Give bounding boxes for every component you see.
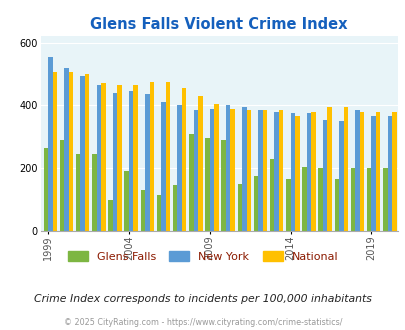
Bar: [306, 113, 311, 231]
Bar: [375, 112, 379, 231]
Bar: [294, 116, 299, 231]
Bar: [64, 68, 68, 231]
Bar: [96, 85, 101, 231]
Bar: [253, 176, 258, 231]
Title: Glens Falls Violent Crime Index: Glens Falls Violent Crime Index: [90, 17, 347, 32]
Bar: [387, 116, 391, 231]
Bar: [60, 140, 64, 231]
Bar: [258, 110, 262, 231]
Bar: [189, 134, 193, 231]
Bar: [366, 168, 371, 231]
Bar: [278, 110, 283, 231]
Bar: [359, 112, 363, 231]
Bar: [108, 200, 113, 231]
Bar: [354, 110, 359, 231]
Bar: [338, 121, 343, 231]
Bar: [117, 85, 121, 231]
Bar: [205, 138, 209, 231]
Bar: [198, 96, 202, 231]
Bar: [221, 140, 225, 231]
Bar: [301, 167, 306, 231]
Bar: [128, 91, 133, 231]
Bar: [269, 159, 274, 231]
Bar: [76, 154, 80, 231]
Bar: [48, 57, 52, 231]
Bar: [285, 179, 290, 231]
Bar: [350, 168, 354, 231]
Bar: [124, 171, 128, 231]
Bar: [161, 102, 165, 231]
Bar: [181, 88, 186, 231]
Text: © 2025 CityRating.com - https://www.cityrating.com/crime-statistics/: © 2025 CityRating.com - https://www.city…: [64, 318, 341, 327]
Bar: [43, 148, 48, 231]
Bar: [391, 112, 396, 231]
Legend: Glens Falls, New York, National: Glens Falls, New York, National: [63, 247, 342, 267]
Bar: [237, 184, 241, 231]
Bar: [92, 154, 96, 231]
Text: Crime Index corresponds to incidents per 100,000 inhabitants: Crime Index corresponds to incidents per…: [34, 294, 371, 304]
Bar: [318, 168, 322, 231]
Bar: [274, 112, 278, 231]
Bar: [246, 110, 250, 231]
Bar: [177, 105, 181, 231]
Bar: [68, 72, 73, 231]
Bar: [343, 107, 347, 231]
Bar: [156, 195, 161, 231]
Bar: [101, 83, 105, 231]
Bar: [52, 72, 57, 231]
Bar: [241, 107, 246, 231]
Bar: [225, 105, 230, 231]
Bar: [311, 112, 315, 231]
Bar: [209, 109, 214, 231]
Bar: [290, 113, 294, 231]
Bar: [80, 76, 85, 231]
Bar: [133, 85, 138, 231]
Bar: [140, 190, 145, 231]
Bar: [230, 109, 234, 231]
Bar: [193, 110, 198, 231]
Bar: [113, 93, 117, 231]
Bar: [334, 179, 338, 231]
Bar: [262, 110, 266, 231]
Bar: [371, 116, 375, 231]
Bar: [322, 119, 326, 231]
Bar: [214, 104, 218, 231]
Bar: [85, 74, 89, 231]
Bar: [326, 107, 331, 231]
Bar: [165, 82, 170, 231]
Bar: [173, 185, 177, 231]
Bar: [149, 82, 154, 231]
Bar: [382, 168, 387, 231]
Bar: [145, 94, 149, 231]
